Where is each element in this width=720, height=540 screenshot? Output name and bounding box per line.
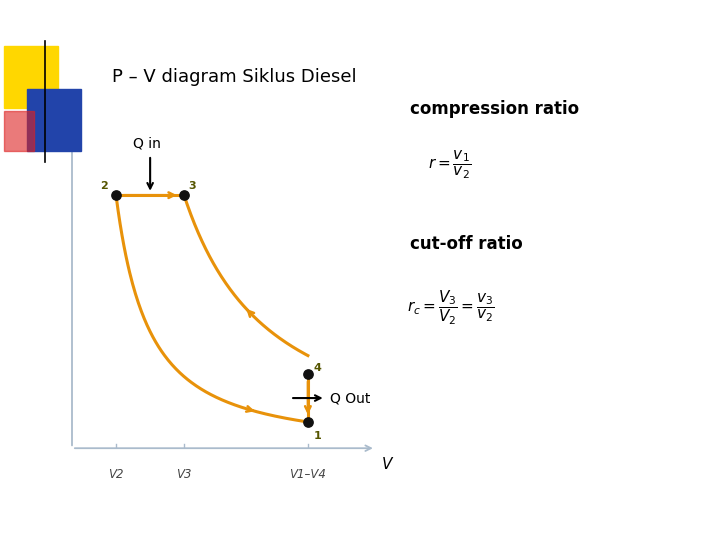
Point	[302, 370, 314, 379]
Text: V: V	[382, 457, 392, 472]
Point	[110, 191, 122, 199]
Text: $r_c = \dfrac{V_3}{V_2} = \dfrac{v_3}{v_2}$: $r_c = \dfrac{V_3}{V_2} = \dfrac{v_3}{v_…	[407, 289, 495, 327]
Text: 3: 3	[189, 181, 196, 191]
Text: cut-off ratio: cut-off ratio	[410, 235, 523, 253]
Text: Q in: Q in	[133, 137, 161, 151]
Text: 2: 2	[100, 181, 108, 191]
Text: P – V diagram Siklus Diesel: P – V diagram Siklus Diesel	[112, 68, 356, 85]
Text: 4: 4	[313, 363, 321, 373]
Point	[179, 191, 190, 199]
Text: V3: V3	[176, 468, 192, 481]
Text: Q Out: Q Out	[330, 391, 370, 405]
Text: P: P	[58, 109, 68, 124]
Point	[302, 417, 314, 426]
Text: 1: 1	[313, 431, 321, 441]
Text: compression ratio: compression ratio	[410, 100, 580, 118]
Text: V1–V4: V1–V4	[289, 468, 326, 481]
Text: V2: V2	[109, 468, 124, 481]
Text: $r = \dfrac{v_1}{v_2}$: $r = \dfrac{v_1}{v_2}$	[428, 148, 472, 181]
